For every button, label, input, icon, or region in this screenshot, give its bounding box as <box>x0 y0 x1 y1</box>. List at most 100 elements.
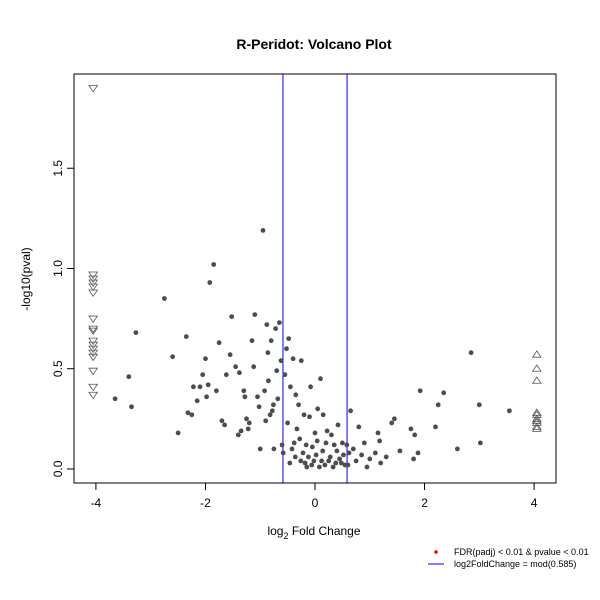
clipped-down-marker <box>88 283 99 292</box>
data-point <box>507 408 512 414</box>
data-point <box>383 454 389 460</box>
data-point <box>133 330 139 335</box>
data-point <box>314 438 320 444</box>
x-axis-label-subscript: 2 <box>283 531 288 541</box>
data-point <box>331 442 337 448</box>
data-point <box>322 462 328 468</box>
clipped-down-marker <box>88 349 99 358</box>
data-point <box>203 356 208 362</box>
data-point <box>112 396 118 402</box>
data-point <box>294 426 300 432</box>
data-point <box>468 350 474 356</box>
clipped-down-marker <box>88 337 99 346</box>
data-point <box>205 382 211 388</box>
y-axis-label: -log10(pval) <box>19 247 33 310</box>
legend-label: log2FoldChange = mod(0.585) <box>454 559 576 569</box>
data-point <box>346 450 352 456</box>
clipped-down-marker <box>88 367 99 376</box>
data-point <box>311 458 317 464</box>
data-point <box>189 412 195 418</box>
data-point <box>275 396 281 402</box>
data-point <box>345 462 351 468</box>
data-point <box>315 406 321 412</box>
clipped-down-marker <box>88 353 99 362</box>
data-point <box>297 436 303 442</box>
data-point <box>455 446 460 452</box>
data-point <box>233 364 239 370</box>
x-tick-label: 0 <box>312 496 319 510</box>
data-point <box>350 446 356 452</box>
data-point <box>238 428 244 434</box>
data-point <box>309 462 315 468</box>
data-point <box>327 454 333 460</box>
data-point <box>255 394 260 400</box>
data-point <box>287 460 293 466</box>
data-point <box>126 374 132 380</box>
data-point <box>278 358 284 364</box>
data-point <box>341 452 346 458</box>
data-point <box>249 338 255 344</box>
data-point <box>237 370 242 376</box>
data-point <box>377 438 382 444</box>
data-point <box>359 452 364 458</box>
data-point <box>170 354 176 360</box>
data-point <box>353 458 359 464</box>
data-point <box>267 412 273 418</box>
data-point <box>293 392 299 398</box>
data-point <box>318 376 323 382</box>
data-point <box>265 350 271 356</box>
data-point <box>372 450 378 456</box>
data-point <box>411 456 416 462</box>
data-point <box>197 384 203 390</box>
clipped-down-marker <box>88 383 99 392</box>
data-point <box>214 388 219 394</box>
clipped-down-marker <box>88 345 99 354</box>
x-axis: -4 -2 0 2 4 <box>91 482 538 510</box>
clipped-up-marker <box>531 376 542 384</box>
data-point <box>412 432 418 438</box>
data-point <box>229 314 235 319</box>
data-point <box>251 364 257 370</box>
y-tick-label: 0.5 <box>51 360 65 377</box>
clipped-up-marker <box>531 364 542 372</box>
data-point <box>433 424 438 430</box>
y-tick-label: 1.0 <box>51 260 65 277</box>
data-point <box>274 368 280 374</box>
data-point <box>279 442 285 448</box>
legend-label: FDR(padj) < 0.01 & pvalue < 0.01 <box>454 547 589 557</box>
data-point <box>241 388 247 394</box>
data-point <box>216 340 222 346</box>
clipped-down-marker <box>88 275 99 284</box>
data-point <box>289 446 295 452</box>
data-point <box>313 452 319 458</box>
data-point <box>291 440 297 446</box>
data-point <box>320 412 326 418</box>
data-point <box>296 402 301 408</box>
data-point <box>219 418 225 424</box>
x-tick-label: -2 <box>200 496 211 510</box>
data-point <box>307 414 312 420</box>
data-point <box>256 404 262 410</box>
data-point <box>175 430 181 436</box>
data-point <box>290 356 296 362</box>
plot-panel <box>73 73 557 484</box>
data-point <box>330 464 336 470</box>
clipped-down-marker <box>88 391 99 400</box>
data-point <box>392 416 397 422</box>
data-point <box>364 464 370 470</box>
data-point <box>340 440 345 446</box>
data-point <box>204 394 210 400</box>
data-point <box>476 402 482 408</box>
data-point <box>320 448 326 454</box>
data-point <box>298 358 304 364</box>
legend-point-symbol <box>434 550 438 554</box>
data-point <box>301 412 307 418</box>
data-point <box>478 440 483 446</box>
clipped-up-marker <box>531 424 542 432</box>
data-point <box>227 352 233 358</box>
data-point <box>211 262 217 267</box>
data-point <box>326 458 332 464</box>
data-point <box>337 456 342 462</box>
data-point <box>277 320 282 325</box>
data-point <box>244 416 249 422</box>
